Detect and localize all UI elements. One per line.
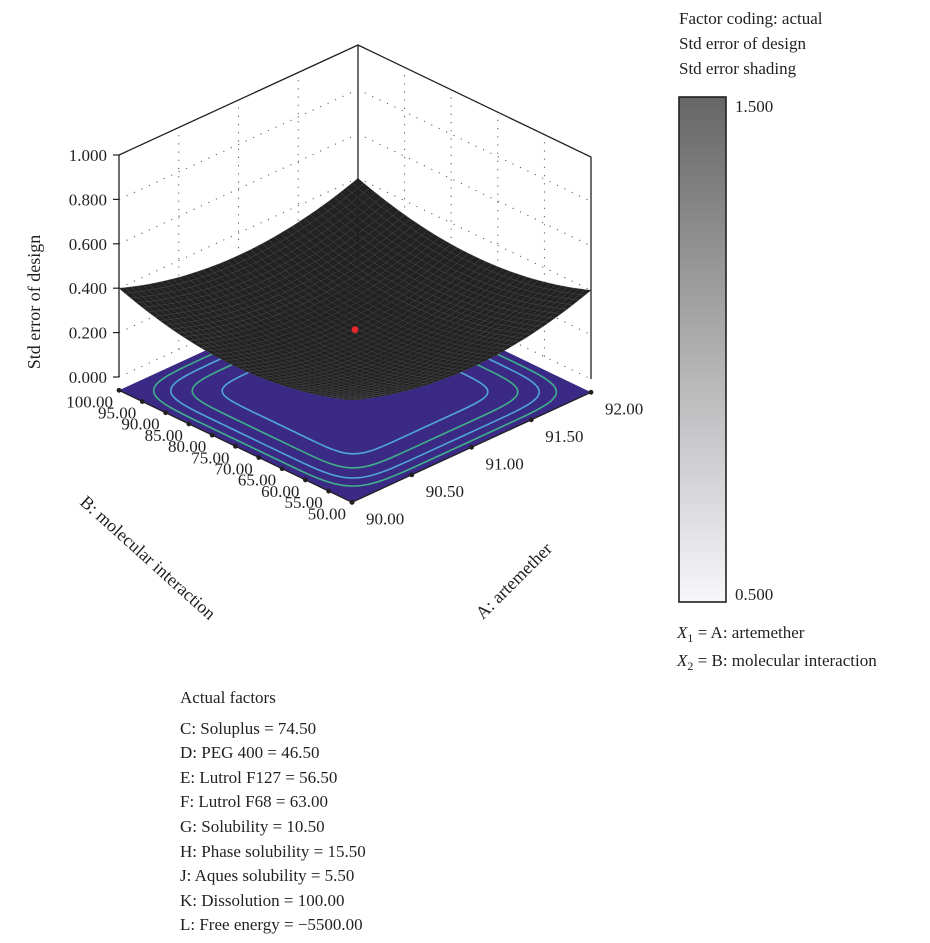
actual-factor-item: L: Free energy = −5500.00 xyxy=(180,915,363,935)
actual-factors-title: Actual factors xyxy=(180,688,276,707)
y-tick-label: 100.00 xyxy=(66,392,113,411)
z-tick-label: 1.000 xyxy=(69,146,107,165)
y-tick xyxy=(279,466,285,472)
x-tick xyxy=(528,417,534,423)
y-tick-label: 80.00 xyxy=(168,437,206,456)
x-tick xyxy=(409,472,415,478)
actual-factor-item: E: Lutrol F127 = 56.50 xyxy=(180,767,338,787)
z-gridline xyxy=(118,44,592,158)
actual-factor-item: F: Lutrol F68 = 63.00 xyxy=(180,792,328,812)
y-tick xyxy=(303,477,308,483)
y-axis-title: B: molecular interaction xyxy=(76,492,219,624)
actual-factor-item: C: Soluplus = 74.50 xyxy=(180,718,317,738)
actual-factor-item: H: Phase solubility = 15.50 xyxy=(180,841,366,861)
y-tick xyxy=(209,432,215,438)
y-tick xyxy=(349,499,355,505)
x-axis-title: A: artemether xyxy=(472,539,556,623)
legend-max-label: 1.500 xyxy=(735,97,773,116)
y-tick-label: 75.00 xyxy=(191,448,229,467)
x-tick-label: 90.50 xyxy=(426,482,464,501)
z-tick-label: 0.600 xyxy=(69,235,107,254)
actual-factor-item: G: Solubility = 10.50 xyxy=(180,816,325,836)
y-tick xyxy=(233,443,238,449)
y-tick-label: 60.00 xyxy=(261,482,299,501)
legend: Factor coding: actual Std error of desig… xyxy=(676,9,877,673)
axis-ticks: 0.000 0.200 0.400 0.600 0.800 1.000 90.00 90.50… xyxy=(66,146,643,528)
z-tick-label: 0.800 xyxy=(69,190,107,209)
legend-min-label: 0.500 xyxy=(735,585,773,604)
x-tick xyxy=(469,444,474,450)
z-axis-title: Std error of design xyxy=(24,235,44,369)
x-tick-label: 91.00 xyxy=(486,454,524,473)
y-tick-label: 65.00 xyxy=(238,471,276,490)
y-tick xyxy=(186,421,192,427)
y-tick-label: 55.00 xyxy=(284,493,322,512)
actual-factor-item: D: PEG 400 = 46.50 xyxy=(180,743,320,763)
factor-x2: X2 = B: molecular interaction xyxy=(676,651,877,673)
surface-plot: 0.000 0.200 0.400 0.600 0.800 1.000 90.00 90.50… xyxy=(24,44,643,624)
actual-factors-list: Actual factors C: Soluplus = 74.50 D: PE… xyxy=(180,686,366,938)
legend-line-2: Std error of design xyxy=(679,34,807,53)
x-tick-label: 90.00 xyxy=(366,509,404,528)
y-tick-label: 95.00 xyxy=(98,404,136,423)
actual-factor-item: J: Aques solubility = 5.50 xyxy=(180,866,355,886)
z-tick-label: 0.200 xyxy=(69,324,107,343)
z-tick-label: 0.000 xyxy=(69,368,107,387)
x-tick-label: 92.00 xyxy=(605,399,643,418)
x-tick xyxy=(588,389,594,395)
z-tick-label: 0.400 xyxy=(69,279,107,298)
y-tick-label: 50.00 xyxy=(308,504,346,523)
y-tick xyxy=(163,410,169,416)
y-tick-label: 85.00 xyxy=(145,426,183,445)
y-tick xyxy=(326,488,332,494)
y-tick-label: 70.00 xyxy=(215,460,253,479)
legend-line-3: Std error shading xyxy=(679,59,797,78)
legend-color-bar xyxy=(678,96,727,603)
factor-x1: X1 = A: artemether xyxy=(676,623,805,645)
y-tick xyxy=(139,399,145,404)
x-tick-label: 91.50 xyxy=(545,427,583,446)
y-tick xyxy=(116,387,122,393)
actual-factor-item: K: Dissolution = 100.00 xyxy=(180,890,345,910)
design-point xyxy=(351,326,359,333)
legend-line-1: Factor coding: actual xyxy=(679,9,823,28)
y-tick xyxy=(256,455,262,460)
y-tick-label: 90.00 xyxy=(121,415,159,434)
